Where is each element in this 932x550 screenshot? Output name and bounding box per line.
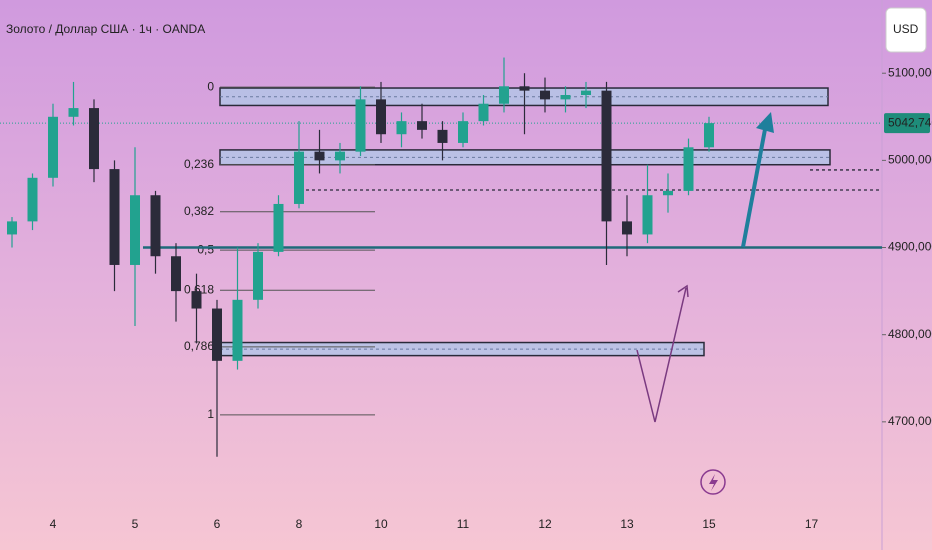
candle-body [314,151,325,161]
candle-body [294,151,304,204]
chart-title: Золото / Доллар США · 1ч · OANDA [6,22,205,36]
candle-body [478,103,489,122]
y-tick-label: 4900,000 [888,240,932,254]
price-label: 5042,740 [888,115,932,129]
candle-body [130,195,140,265]
zigzag-arrow [636,284,689,423]
candle-body [273,203,284,252]
y-tick-label: 4700,000 [888,414,932,428]
event-icon[interactable] [700,469,726,495]
candle-body [601,90,612,222]
y-tick-label: 5000,000 [888,153,932,167]
x-tick-label: 6 [214,517,221,531]
y-tick-label: 5100,000 [888,65,932,79]
candle-body [437,129,448,143]
arrow-up [741,123,768,248]
candle-body [376,99,386,135]
candle-body [7,221,17,235]
arrow-head [756,112,774,133]
fib-label: 1 [207,407,214,421]
x-tick-label: 17 [805,517,819,531]
candle-body [253,251,263,300]
candle-body [355,99,366,152]
candle-body [704,123,714,148]
fib-label: 0,786 [184,339,214,353]
x-tick-label: 8 [296,517,303,531]
candle-body [499,86,509,104]
currency-label[interactable]: USD [893,22,919,36]
y-tick-label: 4800,000 [888,327,932,341]
candle-body [540,90,550,100]
candle-body [642,195,653,235]
currency-button[interactable] [885,7,927,53]
x-tick-label: 4 [50,517,57,531]
candle-body [581,90,591,96]
candle-body [48,116,58,178]
candle-body [68,108,79,117]
candle-body [191,291,202,309]
candle-body [458,121,468,143]
candle-body [335,151,345,161]
price-label-box [884,113,930,134]
candle-body [683,147,694,191]
candle-body [232,299,243,361]
x-tick-label: 10 [374,517,388,531]
x-tick-label: 12 [538,517,552,531]
x-tick-label: 15 [702,517,716,531]
candle-body [560,95,571,100]
fib-label: 0 [207,79,214,93]
x-tick-label: 13 [620,517,634,531]
candle-body [663,190,673,196]
candle-body [150,195,161,257]
candle-body [109,169,120,265]
candle-body [212,308,222,361]
x-tick-label: 11 [457,517,470,531]
candle-body [622,221,632,235]
candle-body [171,256,181,292]
candle-body [27,177,38,222]
x-tick-label: 5 [132,517,139,531]
fib-label: 0,382 [184,204,214,218]
candle-body [519,86,530,91]
candle-body [417,121,427,130]
candle-body [396,121,407,135]
lightning [709,474,718,491]
candle-body [89,108,99,170]
fib-label: 0,5 [197,242,214,256]
fib-label: 0,236 [184,157,214,171]
